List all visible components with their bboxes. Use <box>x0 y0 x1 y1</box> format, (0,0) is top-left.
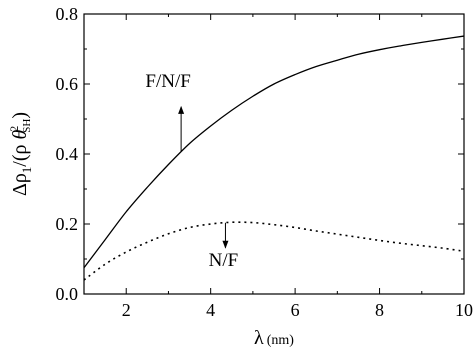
y-label-theta: θ <box>9 130 31 140</box>
x-axis-label: λ (nm) <box>254 327 294 349</box>
annotation-arrow-head <box>222 240 229 249</box>
annotation-label: F/N/F <box>145 71 190 92</box>
annotations-layer: F/N/F N/F <box>145 71 238 271</box>
x-tick-label: 2 <box>122 300 131 320</box>
series-layer <box>83 35 465 281</box>
x-tick-label: 8 <box>375 300 384 320</box>
series-line-fnf <box>83 35 465 269</box>
x-tick-label: 6 <box>291 300 300 320</box>
x-tick-label: 10 <box>455 300 473 320</box>
y-label-mid: /(ρ <box>9 140 31 167</box>
y-tick-label: 0.6 <box>56 74 79 94</box>
y-label-close: ) <box>9 112 31 119</box>
plot-frame <box>83 13 465 295</box>
y-label-prefix: Δρ <box>9 173 31 196</box>
y-axis-label: Δρ1/(ρ θ2SH) <box>7 112 34 196</box>
y-label-thsub: SH <box>21 119 33 133</box>
x-axis-label-unit: (nm) <box>267 333 295 348</box>
y-tick-label: 0.2 <box>56 214 79 234</box>
y-tick-label: 0.4 <box>56 144 79 164</box>
y-label-sub: 1 <box>19 167 34 174</box>
series-line-nf <box>83 221 465 281</box>
x-tick-label: 4 <box>206 300 215 320</box>
y-tick-label: 0.8 <box>56 4 79 24</box>
ticks-layer <box>83 13 465 295</box>
annotation-label: N/F <box>209 250 239 271</box>
y-tick-label: 0.0 <box>56 284 79 304</box>
tick-labels-layer: 2 4 6 8 10 0.0 0.2 0.4 0.6 0.8 <box>56 4 474 320</box>
y-label-sup: 2 <box>7 126 21 132</box>
annotation-arrow-head <box>178 105 185 114</box>
x-axis-label-main: λ <box>254 327 264 349</box>
